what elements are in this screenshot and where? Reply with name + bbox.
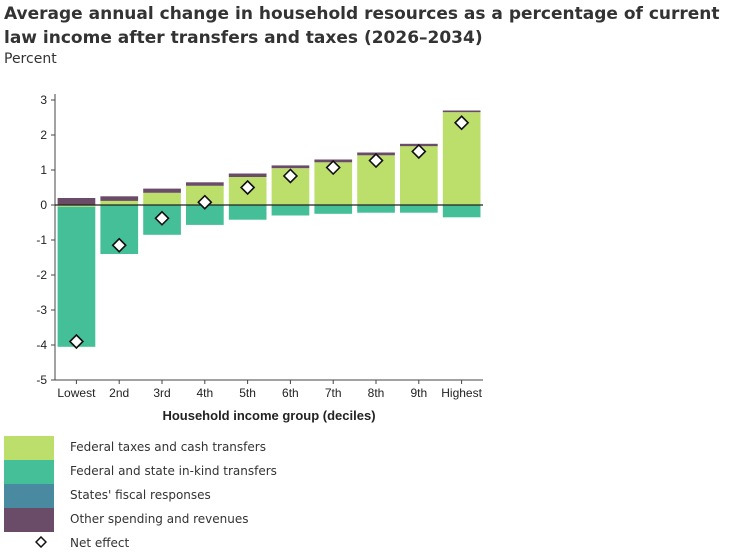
x-tick-label: 3rd — [153, 386, 170, 400]
legend-swatch — [4, 460, 54, 484]
diamond-icon — [35, 536, 47, 548]
bar-segment — [442, 110, 481, 113]
axes-layer: 3 2 1 0 -1 -2 -3 -4 -5 Lowest 2nd 3rd 4th 5th 6th 7th 8t… — [36, 93, 483, 400]
legend-label: Federal taxes and cash transfers — [70, 440, 266, 454]
legend-label: Other spending and revenues — [70, 512, 249, 526]
y-tick-label: 0 — [40, 198, 47, 212]
bar-segment — [186, 205, 224, 225]
y-tick-label: 1 — [40, 163, 47, 177]
legend-item-federal-taxes: Federal taxes and cash transfers — [0, 436, 400, 460]
legend-item-states-fiscal: States' fiscal responses — [0, 484, 400, 508]
x-tick-label: 6th — [282, 386, 299, 400]
legend-swatch — [4, 436, 54, 460]
x-tick-label: 2nd — [109, 386, 129, 400]
bar-segment — [57, 206, 96, 347]
bar-segment — [100, 196, 139, 201]
x-tick-label: Lowest — [57, 386, 96, 400]
y-tick-label: -1 — [36, 233, 47, 247]
stacked-bar-chart: 3 2 1 0 -1 -2 -3 -4 -5 Lowest 2nd 3rd 4th 5th 6th 7th 8t… — [36, 93, 483, 423]
y-tick-label: 2 — [40, 128, 47, 142]
bar-segment — [100, 200, 139, 205]
x-tick-label: 4th — [196, 386, 213, 400]
x-axis-label: Household income group (deciles) — [162, 408, 375, 423]
net-effect-marker — [239, 179, 256, 196]
y-tick-label: -4 — [36, 338, 47, 352]
y-tick-label: -3 — [36, 303, 47, 317]
bar-segment — [143, 192, 181, 206]
y-tick-label: 3 — [40, 93, 47, 107]
net-effect-marker — [197, 194, 213, 210]
bar-segment — [357, 205, 395, 213]
bar-segment — [271, 205, 310, 216]
bar-segment — [271, 165, 310, 169]
bar-segment — [186, 182, 224, 186]
x-tick-label: 5th — [239, 386, 256, 400]
x-tick-label: Highest — [441, 386, 482, 400]
legend-item-net-effect: Net effect — [0, 532, 400, 556]
legend-label: Federal and state in-kind transfers — [70, 464, 277, 478]
legend-item-other-spending: Other spending and revenues — [0, 508, 400, 532]
y-tick-label: -2 — [36, 268, 47, 282]
net-effect-marker — [154, 210, 170, 226]
bar-segment — [400, 205, 438, 213]
legend-label: States' fiscal responses — [70, 488, 211, 502]
bar-segment — [57, 205, 96, 207]
net-effect-marker — [111, 237, 127, 253]
net-effect-markers — [68, 115, 470, 350]
y-axis-unit-label: Percent — [4, 51, 57, 67]
net-effect-marker — [368, 152, 384, 169]
bar-segment — [314, 205, 353, 214]
bar-segment — [57, 198, 96, 205]
net-effect-marker — [411, 143, 427, 160]
legend-swatch — [4, 508, 54, 532]
x-tick-label: 9th — [410, 386, 427, 400]
x-tick-label: 8th — [368, 386, 385, 400]
bar-segment — [442, 205, 481, 218]
legend-swatch — [4, 484, 54, 508]
net-effect-marker — [453, 115, 470, 131]
legend-item-in-kind-transfers: Federal and state in-kind transfers — [0, 460, 400, 484]
y-tick-label: -5 — [36, 373, 47, 387]
net-effect-marker — [68, 333, 85, 350]
x-tick-label: 7th — [325, 386, 342, 400]
bar-segment — [228, 173, 267, 177]
chart-title: Average annual change in household resou… — [4, 4, 720, 48]
bar-segment — [143, 188, 181, 193]
net-effect-marker — [282, 168, 299, 184]
bar-segment — [228, 205, 267, 220]
legend-label: Net effect — [70, 536, 130, 550]
net-effect-marker — [325, 159, 341, 176]
bars-layer — [57, 110, 481, 347]
